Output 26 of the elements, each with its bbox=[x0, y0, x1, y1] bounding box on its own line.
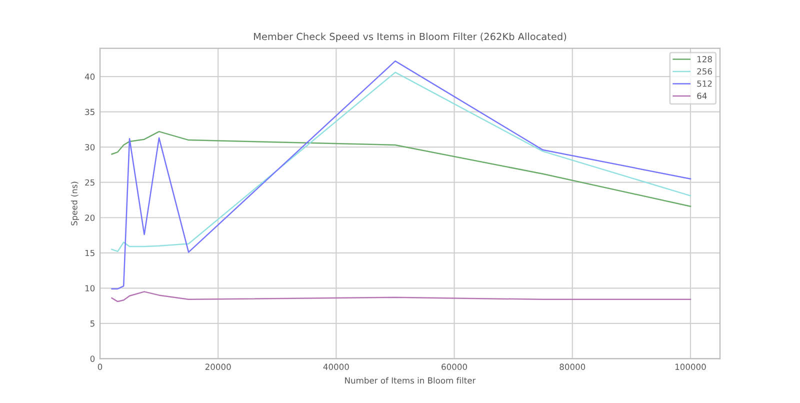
x-tick-label: 100000 bbox=[675, 364, 706, 370]
y-tick-label: 30 bbox=[85, 144, 95, 150]
x-tick-label: 60000 bbox=[442, 364, 467, 370]
line-series bbox=[111, 72, 692, 252]
x-tick-label: 0 bbox=[98, 364, 102, 370]
x-tick-label: 40000 bbox=[323, 364, 349, 370]
y-tick-label: 20 bbox=[85, 214, 95, 221]
line-series bbox=[111, 60, 692, 290]
legend-label: 64 bbox=[697, 92, 707, 100]
y-tick-label: 5 bbox=[90, 320, 94, 327]
y-tick-label: 35 bbox=[85, 108, 94, 116]
legend-label: 512 bbox=[697, 80, 712, 87]
y-tick-label: 0 bbox=[90, 356, 95, 362]
y-tick-label: 40 bbox=[84, 74, 95, 80]
x-axis-title: Number of Items in Bloom filter bbox=[345, 377, 476, 384]
x-tick-label: 80000 bbox=[560, 364, 586, 370]
line-series bbox=[111, 130, 692, 207]
y-tick-label: 15 bbox=[85, 250, 94, 256]
y-tick-label: 25 bbox=[85, 179, 94, 186]
legend-label: 128 bbox=[698, 56, 712, 62]
line-series bbox=[111, 291, 692, 302]
y-tick-label: 10 bbox=[85, 285, 95, 292]
legend-label: 256 bbox=[697, 68, 712, 75]
y-axis-title: Speed (ns) bbox=[70, 182, 79, 226]
chart-title: Member Check Speed vs Items in Bloom Filter (262Kb Allocated) bbox=[254, 32, 566, 42]
x-tick-label: 20000 bbox=[205, 364, 231, 370]
